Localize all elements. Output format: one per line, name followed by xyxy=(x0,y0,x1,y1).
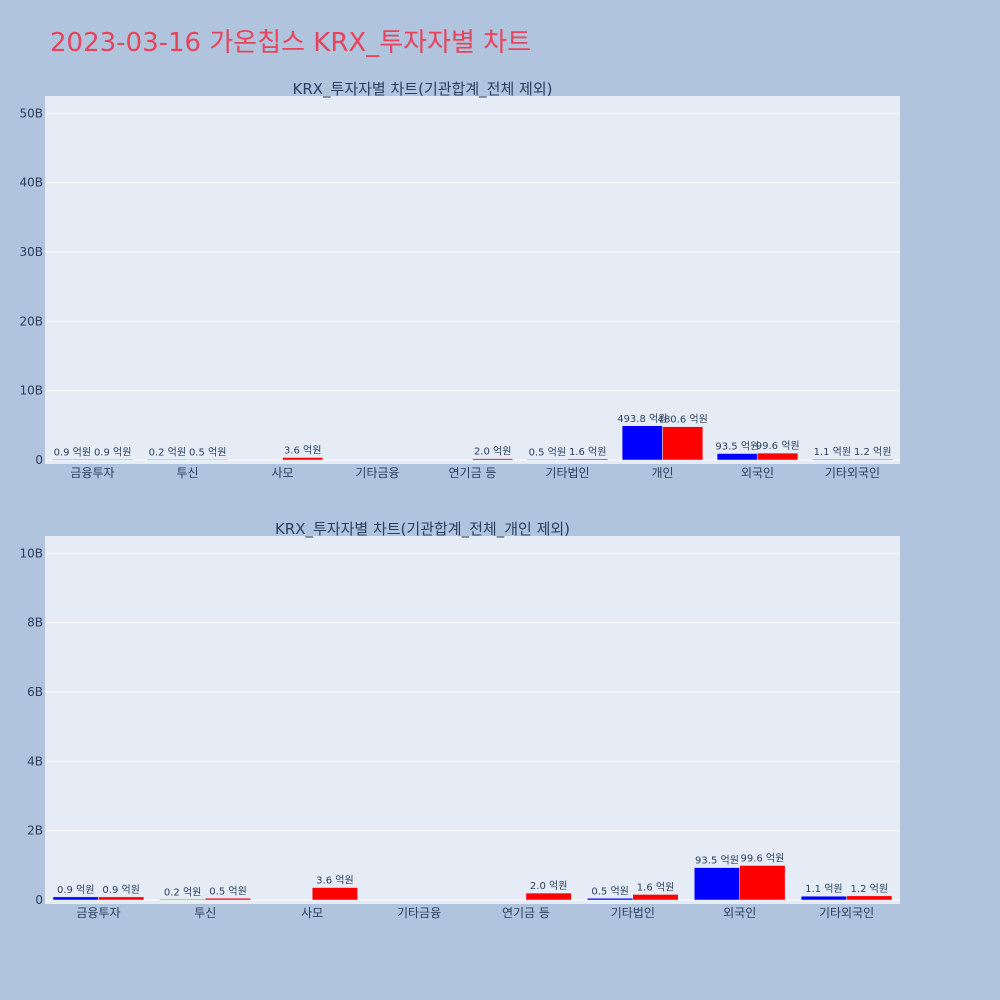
bar xyxy=(187,459,229,461)
chart-subtitle: KRX_투자자별 차트(기관합계_전체 제외) xyxy=(293,80,553,99)
bar xyxy=(587,898,634,901)
bar-data-label: 0.9 억원 xyxy=(94,446,131,458)
plot-background xyxy=(45,536,900,904)
x-tick-label: 사모 xyxy=(271,466,293,480)
y-tick-label: 8B xyxy=(27,616,43,630)
plot-background xyxy=(45,96,900,464)
x-tick-label: 연기금 등 xyxy=(449,466,497,480)
x-tick-label: 외국인 xyxy=(723,906,756,920)
bar-data-label: 1.1 억원 xyxy=(814,446,851,458)
bar-data-label: 93.5 억원 xyxy=(695,855,739,867)
x-tick-label: 연기금 등 xyxy=(502,906,550,920)
bar-data-label: 0.9 억원 xyxy=(54,446,91,458)
bar xyxy=(526,459,568,461)
bar xyxy=(92,459,134,461)
bar xyxy=(852,458,894,461)
bar-data-label: 99.6 억원 xyxy=(740,852,784,864)
bar-data-label: 2.0 억원 xyxy=(530,880,567,892)
bar xyxy=(811,458,853,461)
y-tick-label: 20B xyxy=(19,314,43,328)
bar-data-label: 0.5 억원 xyxy=(189,446,226,458)
y-tick-label: 4B xyxy=(27,754,43,768)
bar xyxy=(694,867,740,901)
bar xyxy=(51,459,93,461)
bar xyxy=(621,425,663,461)
y-tick-label: 6B xyxy=(27,685,43,699)
y-tick-label: 10B xyxy=(19,384,43,398)
x-tick-label: 개인 xyxy=(651,466,673,480)
bar-data-label: 1.2 억원 xyxy=(854,446,891,458)
x-tick-label: 기타금융 xyxy=(355,466,399,480)
bar-data-label: 1.6 억원 xyxy=(637,881,674,893)
bar xyxy=(567,458,609,461)
bar-data-label: 493.8 억원 xyxy=(617,413,667,425)
x-tick-label: 기타법인 xyxy=(611,906,655,920)
x-tick-label: 외국인 xyxy=(741,466,774,480)
y-tick-label: 10B xyxy=(19,546,43,560)
x-tick-label: 기타외국인 xyxy=(819,906,874,920)
bar xyxy=(311,887,358,901)
bar-data-label: 1.6 억원 xyxy=(569,446,606,458)
bar-data-label: 1.1 억원 xyxy=(805,883,842,895)
bar-data-label: 2.0 억원 xyxy=(474,446,511,458)
y-tick-label: 0 xyxy=(35,893,43,907)
x-tick-label: 금융투자 xyxy=(70,466,114,480)
bar xyxy=(757,452,799,461)
bar xyxy=(205,898,251,901)
y-tick-label: 50B xyxy=(19,106,43,120)
bar xyxy=(282,457,324,461)
x-tick-label: 기타금융 xyxy=(397,906,441,920)
x-tick-label: 기타법인 xyxy=(545,466,589,480)
bar-data-label: 0.5 억원 xyxy=(529,446,566,458)
bar-data-label: 1.2 억원 xyxy=(851,883,888,895)
x-tick-label: 금융투자 xyxy=(76,906,120,920)
bar xyxy=(52,896,99,901)
bar-data-label: 0.9 억원 xyxy=(102,884,139,896)
bar-data-label: 3.6 억원 xyxy=(316,875,353,887)
bar-data-label: 0.2 억원 xyxy=(164,886,201,898)
bar xyxy=(662,426,704,461)
bar xyxy=(98,896,145,901)
chart-bottom: 0 2B 4B 6B 8B 10B KRX_투자자별 차트(기관합계_전체_개인 제외) 금융… xyxy=(19,520,900,920)
y-tick-label: 40B xyxy=(19,176,43,190)
x-tick-label: 투신 xyxy=(176,466,198,480)
x-tick-label: 투신 xyxy=(194,906,216,920)
bar xyxy=(716,453,758,461)
page-title: 2023-03-16 가온칩스 KRX_투자자별 차트 xyxy=(50,28,532,58)
bar xyxy=(159,899,206,901)
y-tick-label: 2B xyxy=(27,824,43,838)
bar xyxy=(739,865,786,901)
bar-data-label: 0.5 억원 xyxy=(209,885,246,897)
chart-subtitle: KRX_투자자별 차트(기관합계_전체_개인 제외) xyxy=(275,520,570,539)
bar-data-label: 3.6 억원 xyxy=(284,445,321,457)
bar xyxy=(846,895,893,901)
chart-top: 0 10B 20B 30B 40B 50B KRX_투자자별 차트(기관합계_전체 제외) 금… xyxy=(19,80,900,480)
bar xyxy=(632,894,679,901)
bar-data-label: 480.6 억원 xyxy=(658,414,708,426)
bar xyxy=(525,892,572,901)
x-tick-label: 사모 xyxy=(301,906,323,920)
y-tick-label: 0 xyxy=(35,453,43,467)
bar-data-label: 99.6 억원 xyxy=(756,440,800,452)
bar xyxy=(146,459,188,461)
bar-data-label: 0.5 억원 xyxy=(591,885,628,897)
bar xyxy=(472,458,514,461)
bar-data-label: 0.9 억원 xyxy=(57,884,94,896)
bar-data-label: 93.5 억원 xyxy=(715,441,759,453)
bar-data-label: 0.2 억원 xyxy=(149,446,186,458)
bar xyxy=(800,895,847,901)
y-tick-label: 30B xyxy=(19,245,43,259)
x-tick-label: 기타외국인 xyxy=(825,466,880,480)
